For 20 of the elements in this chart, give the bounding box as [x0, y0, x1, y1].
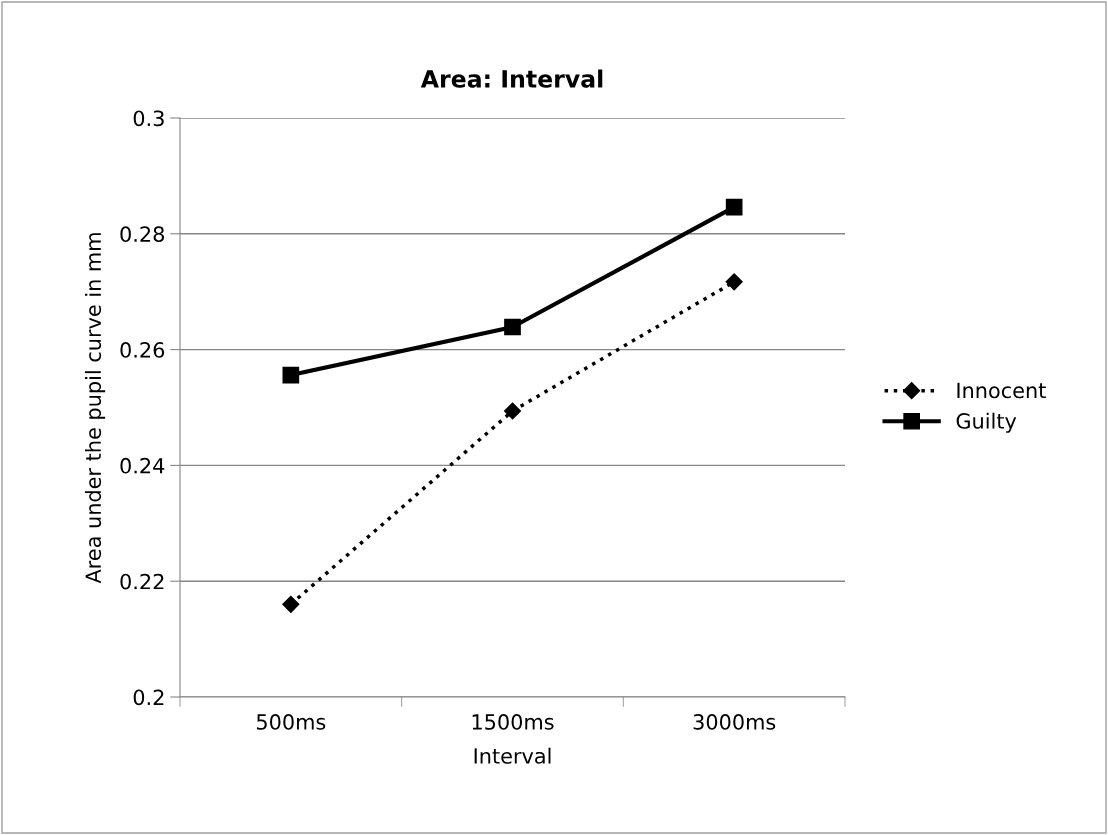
point [282, 595, 300, 613]
legend-label: Guilty [956, 412, 1017, 433]
x-tick-label: 500ms [256, 714, 326, 730]
chart-title: Area: Interval [420, 69, 603, 88]
y-tick-label: 0.24 [120, 457, 165, 474]
point [503, 402, 522, 420]
point [725, 273, 743, 291]
x-axis-title: Interval [474, 747, 551, 764]
y-tick-label: 0.3 [133, 110, 164, 127]
y-tick-label: 0.26 [120, 342, 165, 358]
x-tick-label: 1500ms [472, 714, 554, 730]
y-tick-label: 0.28 [120, 226, 164, 243]
legend-label: Innocent [957, 382, 1046, 399]
point [725, 198, 743, 216]
y-axis-title: Area under the pupil curve in mm [84, 233, 106, 584]
y-tick-label: 0.2 [133, 689, 164, 706]
point [282, 366, 300, 384]
x-tick-label: 3000ms [693, 714, 776, 730]
y-tick-label: 0.22 [120, 573, 164, 590]
point [504, 318, 521, 336]
